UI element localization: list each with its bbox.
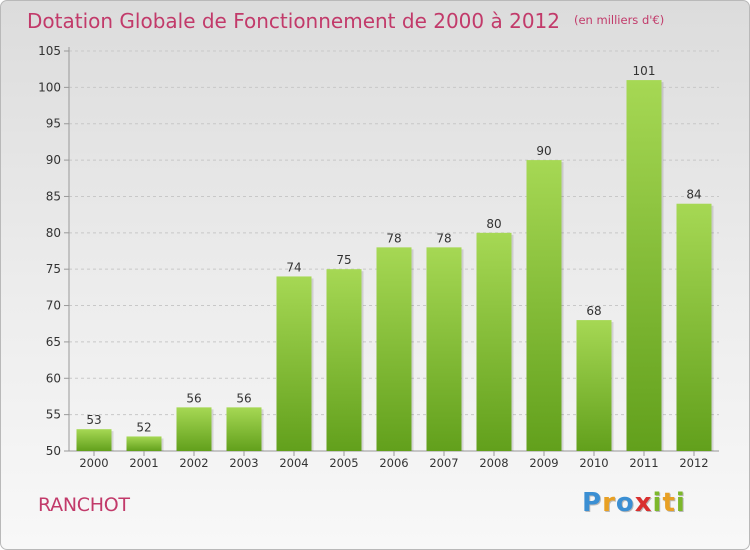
chart-title-unit: (en milliers d'€) [574, 13, 665, 27]
logo-letter: t [662, 488, 676, 518]
y-tick-label: 75 [46, 262, 61, 276]
x-tick-label: 2007 [429, 456, 458, 470]
y-tick-label: 60 [46, 371, 61, 385]
data-label: 74 [286, 260, 301, 274]
x-tick-label: 2012 [679, 456, 708, 470]
y-tick-label: 85 [46, 189, 61, 203]
bar [576, 320, 612, 451]
data-label: 56 [236, 391, 251, 405]
bar [226, 407, 262, 451]
bar [76, 429, 112, 451]
y-tick-label: 80 [46, 226, 61, 240]
y-tick-label: 70 [46, 299, 61, 313]
chart-title-main: Dotation Globale de Fonctionnement de 20… [27, 9, 560, 33]
bar [326, 269, 362, 451]
x-tick-label: 2003 [229, 456, 258, 470]
bar [426, 247, 462, 451]
bar [676, 203, 712, 451]
x-tick-label: 2001 [129, 456, 158, 470]
data-label: 68 [586, 304, 601, 318]
x-tick-label: 2011 [629, 456, 658, 470]
y-tick-label: 55 [46, 408, 61, 422]
data-label: 78 [436, 231, 451, 245]
data-label: 84 [686, 188, 701, 202]
data-label: 101 [633, 64, 656, 78]
data-labels: 53 52 56 56 74 75 78 78 80 90 68 101 84 [86, 64, 701, 434]
chart-title: Dotation Globale de Fonctionnement de 20… [27, 9, 664, 33]
logo-letter: P [582, 488, 603, 518]
bar [526, 160, 562, 451]
x-tick-label: 2009 [529, 456, 558, 470]
y-tick-label: 50 [46, 444, 61, 458]
data-label: 90 [536, 144, 551, 158]
logo-letter: x [634, 488, 653, 518]
x-tick-label: 2006 [379, 456, 408, 470]
logo-letter: o [615, 488, 635, 518]
commune-name: RANCHOT [38, 494, 130, 516]
y-tick-label: 100 [38, 80, 61, 94]
x-tick-label: 2002 [179, 456, 208, 470]
bar [476, 232, 512, 451]
bars [76, 80, 714, 451]
x-tick-label: 2000 [79, 456, 108, 470]
x-tick-label: 2004 [279, 456, 308, 470]
bar [626, 80, 662, 451]
proxiti-logo: Proxiti [582, 488, 686, 518]
data-label: 78 [386, 231, 401, 245]
bar [176, 407, 212, 451]
data-label: 75 [336, 253, 351, 267]
data-label: 56 [186, 391, 201, 405]
bar [126, 436, 162, 451]
logo-letter: i [652, 488, 663, 518]
bar [376, 247, 412, 451]
x-tick-label: 2005 [329, 456, 358, 470]
y-tick-label: 90 [46, 153, 61, 167]
data-label: 53 [86, 413, 101, 427]
y-tick-label: 95 [46, 117, 61, 131]
x-tick-label: 2008 [479, 456, 508, 470]
logo-letter: i [675, 488, 686, 518]
data-label: 80 [486, 217, 501, 231]
bar [276, 276, 312, 451]
tick-labels: 50 55 60 65 70 75 80 85 90 95 100 105 2000 2001 2002 20… [38, 44, 709, 470]
y-tick-label: 65 [46, 335, 61, 349]
data-label: 52 [136, 420, 151, 434]
logo-letter: r [602, 488, 616, 518]
x-tick-label: 2010 [579, 456, 608, 470]
y-tick-label: 105 [38, 44, 61, 58]
